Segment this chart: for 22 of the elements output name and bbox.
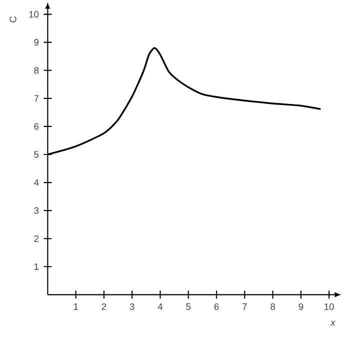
y-tick-label: 6 [34, 123, 39, 130]
x-tick-label: 4 [158, 303, 163, 310]
y-tick-label: 9 [34, 39, 39, 46]
x-tick-label: 3 [130, 303, 134, 310]
y-tick-label: 1 [34, 263, 39, 270]
y-tick-label: 7 [34, 95, 39, 102]
y-tick-label: 3 [34, 207, 39, 214]
x-tick-label: 6 [214, 303, 219, 310]
x-axis-title: x [330, 320, 336, 326]
x-tick-label: 10 [324, 303, 334, 310]
y-tick-label: 4 [34, 179, 39, 186]
x-tick-label: 9 [298, 303, 304, 310]
y-tick-label: 8 [34, 67, 39, 74]
x-tick-label: 7 [242, 303, 247, 310]
y-tick-label: 10 [29, 11, 39, 18]
x-tick-label: 1 [74, 303, 78, 310]
x-tick-label: 8 [270, 303, 275, 310]
x-tick-label: 5 [186, 303, 191, 310]
x-tick-label: 2 [102, 303, 106, 310]
y-tick-label: 2 [34, 235, 39, 242]
y-tick-label: 5 [34, 151, 39, 158]
y-axis-title: C [10, 16, 16, 22]
